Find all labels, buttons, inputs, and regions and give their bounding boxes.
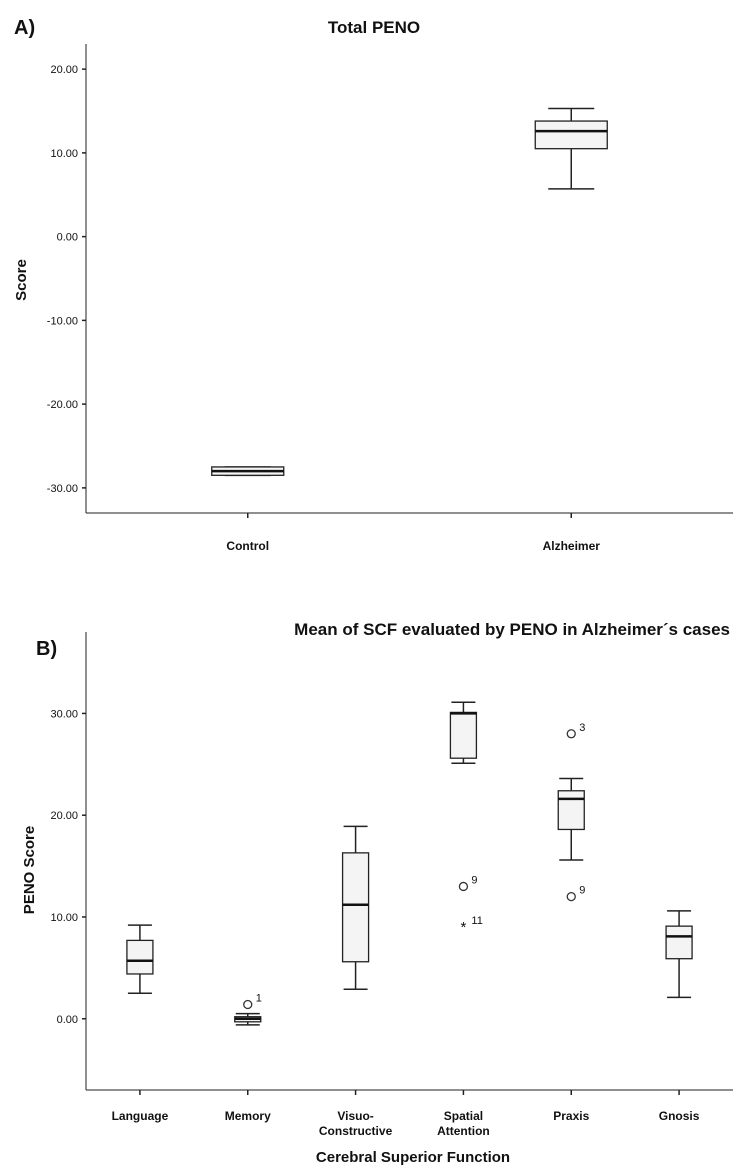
- panel-a-ylabel: Score: [13, 259, 30, 301]
- outlier-label: 3: [579, 722, 585, 734]
- outlier-marker: [566, 891, 576, 902]
- x-tick-label: Control: [226, 539, 269, 553]
- outlier-label: 11: [471, 915, 482, 927]
- x-tick-label: Gnosis: [659, 1109, 700, 1123]
- panel-b-title: Mean of SCF evaluated by PENO in Alzheim…: [294, 620, 730, 639]
- panel-b-plot: 30.00 20.00 10.00 0.00 Language Memory 1 Visuo-…: [50, 632, 733, 1138]
- box-iqr: [449, 711, 478, 759]
- y-tick-label: 10.00: [50, 148, 78, 160]
- y-tick-label: -20.00: [47, 399, 78, 411]
- outlier-label: 9: [471, 874, 477, 886]
- y-tick-label: 10.00: [50, 912, 78, 924]
- outlier-marker: [566, 729, 576, 739]
- panel-a-title: Total PENO: [328, 18, 420, 37]
- y-tick-label: -30.00: [47, 483, 78, 495]
- x-tick-label: Praxis: [553, 1109, 589, 1123]
- x-tick-label: Visuo-Constructive: [319, 1109, 393, 1138]
- y-tick-label: -10.00: [47, 315, 78, 327]
- box-iqr: [534, 120, 608, 150]
- y-tick-label: 20.00: [50, 810, 78, 822]
- box-iqr: [557, 790, 585, 831]
- x-tick-label: Alzheimer: [543, 539, 601, 553]
- y-tick-label: 30.00: [50, 708, 78, 720]
- x-tick-label: Language: [112, 1109, 169, 1123]
- panel-a-label: A): [14, 17, 35, 39]
- y-tick-label: 20.00: [50, 64, 78, 76]
- x-tick-label: Spatial Attention: [437, 1109, 490, 1138]
- outlier-marker: [458, 881, 469, 892]
- y-tick-label: 0.00: [57, 1014, 78, 1026]
- panel-b-ylabel: PENO Score: [21, 826, 38, 914]
- panel-b-label: B): [36, 638, 57, 660]
- outlier-label: 1: [256, 993, 262, 1005]
- outlier-marker-star: *: [460, 919, 466, 936]
- box-iqr: [665, 925, 693, 960]
- box-iqr: [341, 852, 370, 963]
- panel-b-xlabel: Cerebral Superior Function: [316, 1149, 510, 1166]
- x-tick-label: Memory: [225, 1109, 271, 1123]
- y-tick-label: 0.00: [57, 232, 78, 244]
- outlier-marker: [243, 999, 253, 1010]
- box-iqr: [126, 939, 154, 975]
- panel-a-plot: 20.00 10.00 0.00 -10.00 -20.00 -30.00 Control A…: [47, 44, 733, 553]
- outlier-label: 9: [579, 885, 585, 897]
